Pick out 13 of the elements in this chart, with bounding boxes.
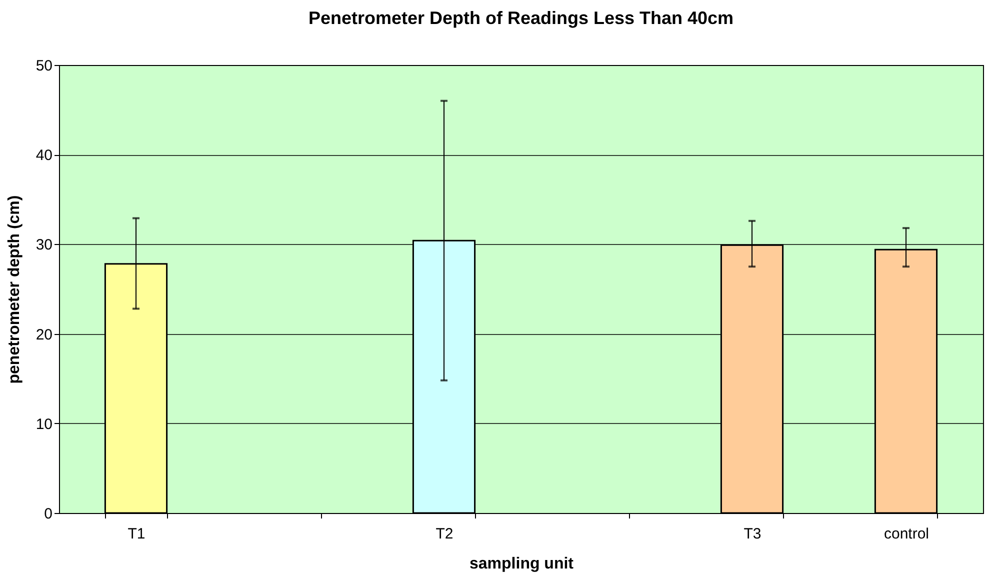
y-tick-label: 10 <box>36 416 52 433</box>
x-axis-title: sampling unit <box>470 556 574 572</box>
y-tick-label: 30 <box>36 236 52 254</box>
y-axis-title: penetrometer depth (cm) <box>6 195 23 384</box>
y-tick-label: 40 <box>36 147 52 164</box>
x-tick-label: control <box>884 526 930 542</box>
y-tick-label: 0 <box>44 506 52 522</box>
x-tick-label: T1 <box>128 526 146 542</box>
x-tick-label: T3 <box>744 526 762 542</box>
y-tick-label: 50 <box>36 58 52 74</box>
x-tick-label: T2 <box>436 526 454 542</box>
y-tick-label: 20 <box>36 326 52 344</box>
chart-title: Penetrometer Depth of Readings Less Than 40cm <box>308 8 734 28</box>
